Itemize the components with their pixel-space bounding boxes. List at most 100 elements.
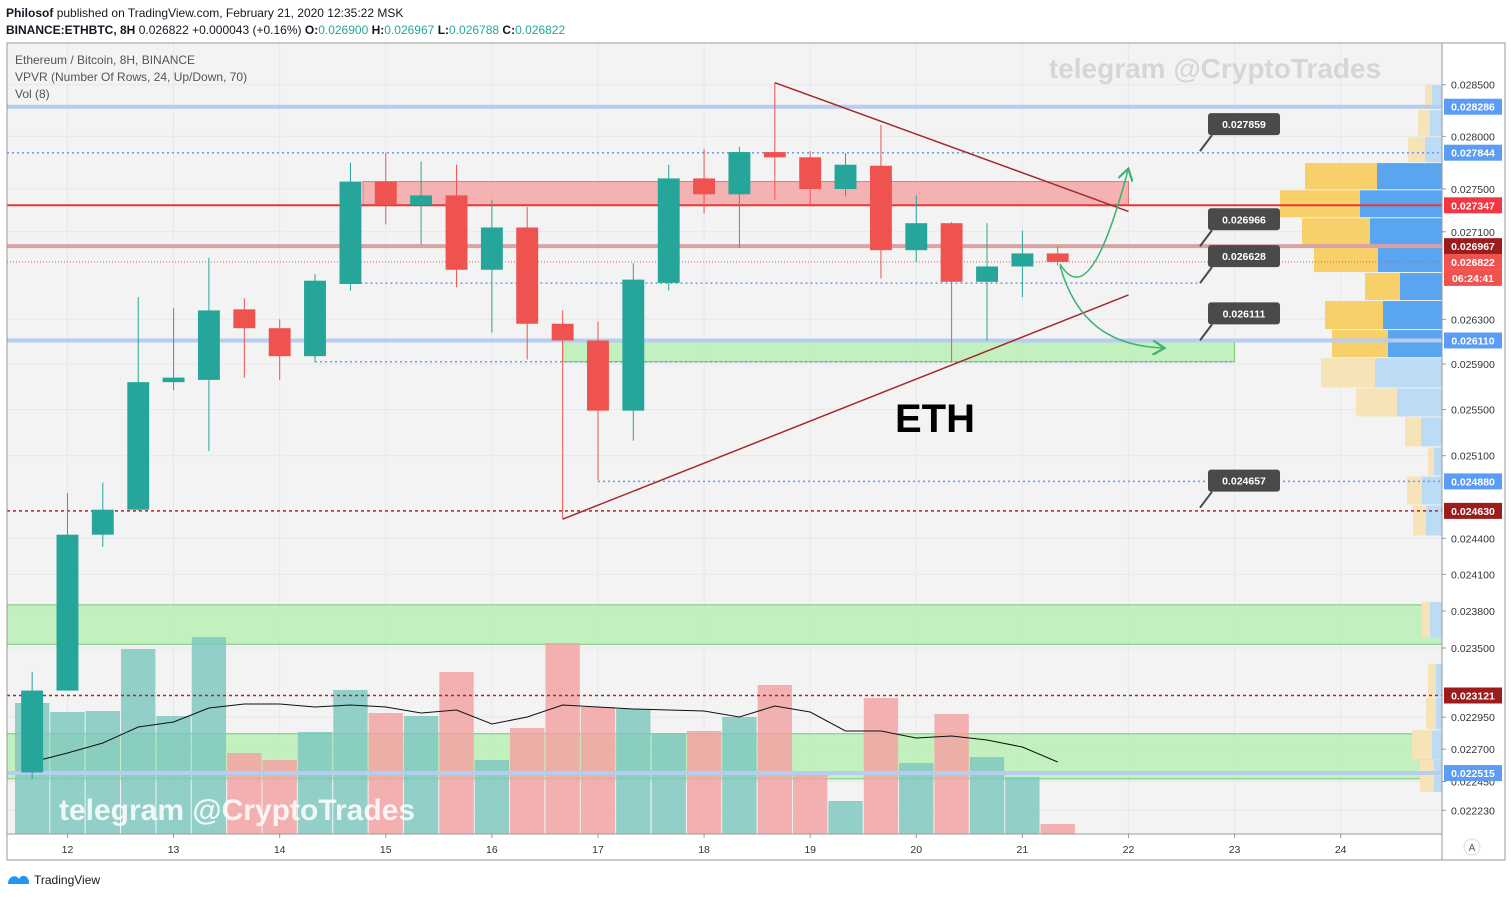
- watermark: telegram @CryptoTrades: [59, 794, 415, 827]
- price-tag-label: 0.026110: [1451, 335, 1494, 347]
- x-tick-label: 22: [1123, 844, 1135, 856]
- y-tick-label: 0.024100: [1451, 569, 1495, 581]
- x-tick-label: 15: [380, 844, 392, 856]
- y-tick-label: 0.028000: [1451, 131, 1495, 143]
- candle-body: [162, 377, 185, 383]
- candle-body: [56, 534, 79, 691]
- candle-body: [91, 509, 114, 535]
- plot-area: [7, 43, 1442, 834]
- x-tick-label: 24: [1335, 844, 1347, 856]
- callout-box: [1208, 469, 1280, 492]
- vpvr-down: [1314, 246, 1378, 273]
- volume-bar: [651, 733, 686, 834]
- candle-body: [728, 152, 751, 195]
- price-tag-label: 0.024880: [1451, 476, 1495, 488]
- frame: [6, 42, 1506, 861]
- candle-body: [374, 181, 397, 205]
- x-tick-label: 21: [1017, 844, 1029, 856]
- callout-label: 0.026111: [1223, 308, 1266, 320]
- price-tag: [1444, 197, 1502, 214]
- price-tag-label: 0.028286: [1451, 102, 1495, 114]
- auto-scale-button[interactable]: [1463, 838, 1481, 856]
- vpvr-up: [1383, 301, 1442, 330]
- vpvr-down: [1356, 388, 1397, 417]
- volume-bar: [793, 771, 828, 834]
- vpvr-down: [1405, 417, 1421, 447]
- price-tag: [1444, 144, 1502, 161]
- x-tick-label: 18: [698, 844, 710, 856]
- countdown-tag: [1444, 269, 1502, 286]
- y-tick-label: 0.026300: [1451, 314, 1495, 326]
- price-tag-label: 0.022515: [1451, 768, 1495, 780]
- volume-bar: [1005, 777, 1040, 834]
- candle-body: [693, 178, 716, 195]
- vpvr-up: [1378, 246, 1442, 273]
- vpvr-down: [1407, 476, 1422, 505]
- y-tick-label: 0.022700: [1451, 744, 1495, 756]
- y-tick-label: 0.022230: [1451, 805, 1495, 817]
- publish-line: Philosof published on TradingView.com, F…: [6, 6, 403, 20]
- candle-body: [480, 227, 503, 270]
- y-tick-label: 0.023800: [1451, 606, 1495, 618]
- candle-body: [905, 223, 928, 251]
- candle-body: [587, 340, 609, 411]
- vpvr-up: [1430, 110, 1442, 137]
- price-tag: [1444, 502, 1502, 519]
- candle-body: [622, 279, 645, 411]
- vpvr-up: [1434, 760, 1442, 792]
- candle-body: [268, 328, 291, 357]
- candle-body: [869, 165, 892, 251]
- annotation: ETH: [895, 397, 975, 441]
- x-tick-label: 19: [804, 844, 816, 856]
- callout-label: 0.027859: [1222, 119, 1266, 131]
- callout-box: [1208, 113, 1280, 136]
- volume-bar: [439, 672, 474, 834]
- callout-box: [1208, 245, 1280, 268]
- arrow-down: [1059, 265, 1163, 348]
- callout-stick: [1199, 491, 1213, 509]
- legend-item: VPVR (Number Of Rows, 24, Up/Down, 70): [15, 70, 247, 84]
- symbol-line: BINANCE:ETHBTC, 8H 0.026822 +0.000043 (+…: [6, 23, 565, 37]
- callout-stick: [1199, 266, 1213, 284]
- callout-stick: [1199, 229, 1213, 247]
- vpvr-up: [1425, 137, 1442, 163]
- watermark: telegram @CryptoTrades: [1049, 53, 1381, 84]
- price-tag-label: 0.027347: [1451, 200, 1495, 212]
- vpvr-down: [1413, 505, 1426, 536]
- x-tick-label: 20: [910, 844, 922, 856]
- candle-body: [657, 178, 680, 283]
- countdown-label: 06:24:41: [1452, 273, 1494, 285]
- y-tick-label: 0.025500: [1451, 405, 1495, 417]
- price-tag: [1444, 473, 1502, 490]
- y-tick-label: 0.025100: [1451, 451, 1495, 463]
- price-tag: [1444, 238, 1502, 255]
- auto-scale-label[interactable]: A: [1469, 843, 1476, 854]
- callout-stick: [1199, 134, 1213, 152]
- logo: [8, 875, 30, 884]
- vpvr-up: [1360, 190, 1442, 218]
- volume-bar: [580, 707, 616, 834]
- callout-label: 0.024657: [1222, 476, 1266, 488]
- overlay: 0.028500 0.028000 0.027500 0.027100 0.026300…: [62, 80, 1502, 856]
- callout-box: [1208, 302, 1280, 325]
- vpvr-up: [1377, 163, 1442, 190]
- vpvr-down: [1428, 447, 1434, 476]
- vpvr-up: [1421, 417, 1442, 447]
- x-tick-label: 13: [168, 844, 180, 856]
- volume-bar: [297, 732, 333, 834]
- vpvr-up: [1426, 505, 1442, 536]
- y-tick-label: 0.027500: [1451, 184, 1495, 196]
- vpvr-up: [1422, 476, 1442, 505]
- footer-brand: TradingView: [34, 873, 100, 887]
- candle-body: [1046, 253, 1069, 262]
- volume-bar: [722, 717, 757, 834]
- price-tag: [1444, 765, 1502, 782]
- volume-bar: [1040, 824, 1075, 834]
- x-tick-label: 12: [62, 844, 74, 856]
- candle-body: [976, 266, 998, 282]
- vpvr-up: [1436, 663, 1442, 697]
- candle-body: [410, 195, 433, 205]
- vpvr-up: [1434, 447, 1442, 476]
- vpvr-down: [1426, 697, 1436, 730]
